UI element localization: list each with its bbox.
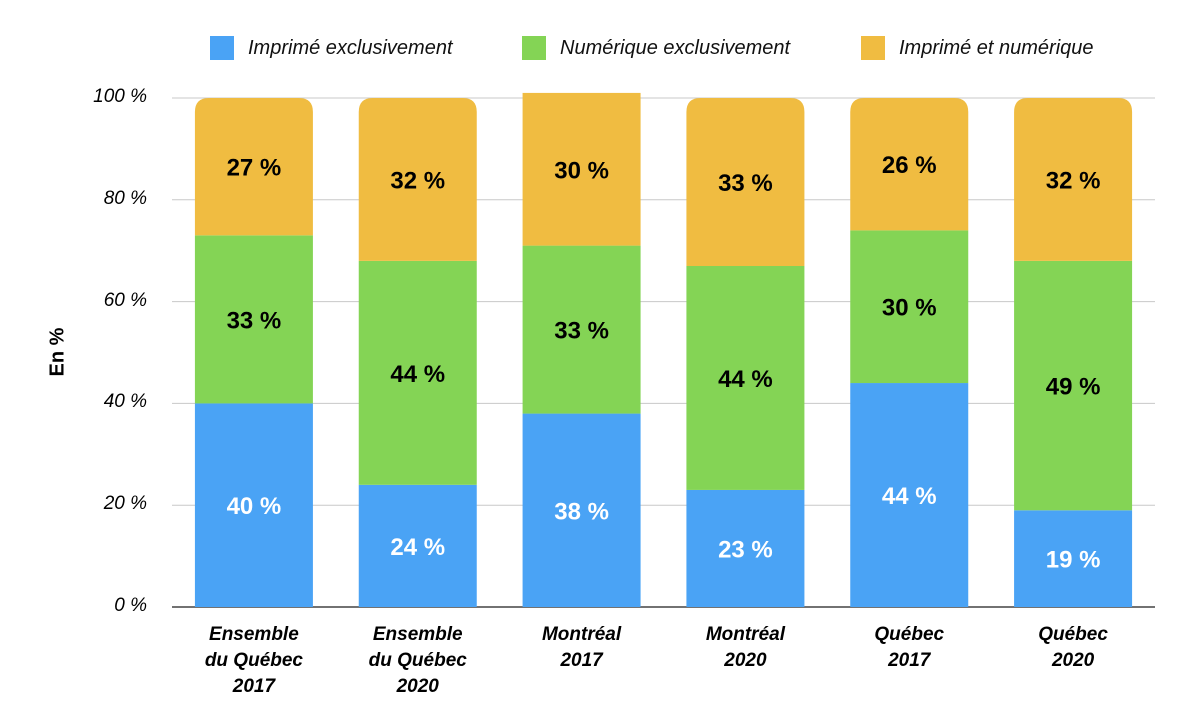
bar-segment [522, 245, 641, 414]
bar-segment [194, 98, 313, 236]
data-label: 33 % [227, 307, 282, 334]
bar-segment [194, 403, 313, 607]
data-label: 33 % [718, 170, 773, 197]
y-tick-label: 20 % [103, 493, 147, 515]
bar-segment [686, 98, 805, 266]
x-tick-label: Montréal 2020 [705, 624, 785, 671]
y-axis-label: En % [46, 327, 69, 377]
bar-segment [522, 413, 641, 607]
y-tick-label: 80 % [103, 187, 147, 209]
bar-segment [1014, 98, 1133, 261]
legend-label-imprime-numerique: Imprimé et numérique [899, 36, 1094, 59]
data-label: 38 % [554, 498, 609, 525]
data-label: 19 % [1046, 547, 1101, 574]
y-tick-label: 60 % [103, 289, 147, 311]
data-label: 26 % [882, 152, 937, 179]
data-label: 44 % [882, 483, 937, 510]
x-tick-label: Québec 2017 [874, 624, 945, 671]
x-tick-label: Montréal 2017 [541, 624, 622, 671]
legend-item-imprime-numerique: Imprimé et numérique [861, 36, 1094, 60]
bar-segment [194, 235, 313, 404]
bar-segment [850, 230, 969, 384]
x-tick-label: Québec 2020 [1038, 624, 1108, 671]
x-tick-label: Ensemble du Québec 2020 [368, 624, 467, 697]
legend-swatch-imprime [210, 36, 234, 60]
legend-label-imprime: Imprimé exclusivement [248, 36, 453, 59]
data-label: 44 % [718, 366, 773, 393]
bar-segment [686, 265, 805, 490]
bar-segment [686, 489, 805, 607]
data-label: 23 % [718, 536, 773, 563]
legend: Imprimé exclusivement Numérique exclusiv… [0, 36, 1186, 68]
legend-swatch-imprime-numerique [861, 36, 885, 60]
bar-segment [358, 98, 477, 261]
data-label: 32 % [1046, 167, 1101, 194]
bar-segment [1014, 260, 1133, 511]
data-label: 44 % [390, 361, 445, 388]
legend-swatch-numerique [522, 36, 546, 60]
data-label: 32 % [390, 167, 445, 194]
bar-segment [358, 260, 477, 485]
x-tick-label: Ensemble du Québec 2017 [204, 624, 303, 697]
data-label: 30 % [882, 295, 937, 322]
bar-segment [850, 98, 969, 231]
data-label: 30 % [554, 157, 609, 184]
y-tick-label: 0 % [114, 595, 147, 616]
data-label: 40 % [227, 493, 282, 520]
data-label: 27 % [227, 155, 282, 182]
bar-segment [522, 92, 641, 246]
y-tick-label: 40 % [103, 391, 147, 413]
y-tick-label: 100 % [93, 86, 147, 107]
data-label: 33 % [554, 318, 609, 345]
bar-segment [1014, 510, 1133, 607]
legend-item-imprime: Imprimé exclusivement [210, 36, 453, 60]
legend-item-numerique: Numérique exclusivement [522, 36, 790, 60]
legend-label-numerique: Numérique exclusivement [560, 36, 791, 59]
data-label: 49 % [1046, 374, 1101, 401]
data-label: 24 % [390, 534, 445, 561]
bar-segment [850, 383, 969, 607]
bar-segment [358, 484, 477, 607]
